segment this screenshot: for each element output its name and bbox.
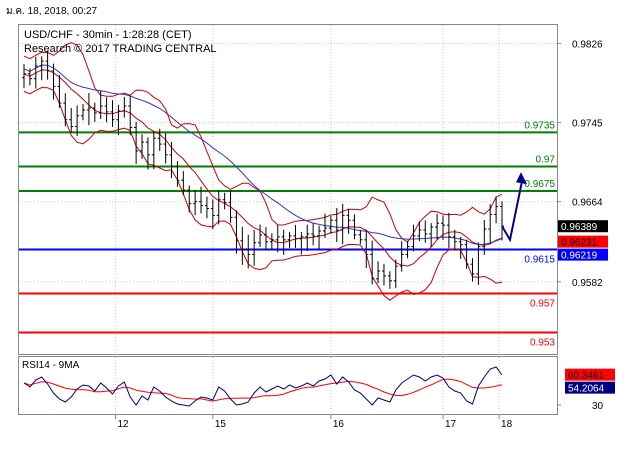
price-tag-box xyxy=(558,220,608,233)
x-tick-label: 12 xyxy=(117,419,129,430)
rsi-ma-line xyxy=(23,378,503,402)
y-tick-label: 0.9582 xyxy=(572,278,603,289)
projection-arrowhead xyxy=(516,172,527,185)
bollinger-upper xyxy=(23,42,503,243)
main-panel-frame xyxy=(18,24,558,355)
level-label: 0.9675 xyxy=(524,179,555,190)
rsi-label: RSI14 - 9MA xyxy=(22,360,80,371)
rsi-panel-frame xyxy=(18,356,558,415)
projection-line xyxy=(501,181,523,243)
moving-average xyxy=(23,64,503,246)
level-label: 0.957 xyxy=(530,298,555,309)
price-tag-label: 0.96231 xyxy=(561,238,598,249)
projection-arrow xyxy=(501,172,527,243)
x-axis: 12 15 16 17 18 xyxy=(114,414,513,430)
rsi-lines xyxy=(23,366,503,407)
rsi-tag-label: 54.2064 xyxy=(568,384,605,395)
chart-title: USD/CHF - 30min - 1:28:28 (CET) xyxy=(24,29,191,41)
chart-subtitle: Research © 2017 TRADING CENTRAL xyxy=(24,43,217,55)
x-tick-label: 18 xyxy=(501,419,513,430)
y-axis: 0.9826 0.9745 0.9664 0.9582 30 xyxy=(557,40,604,412)
y-tick-label: 0.9745 xyxy=(572,119,603,130)
rsi-line xyxy=(23,366,503,407)
x-tick-label: 17 xyxy=(445,419,457,430)
bollinger-lower xyxy=(23,86,503,301)
price-tag-label: 0.96219 xyxy=(561,251,598,262)
level-label: 0.9615 xyxy=(524,255,555,266)
x-tick-label: 15 xyxy=(215,419,227,430)
x-tick-label: 16 xyxy=(333,419,345,430)
y-tick-label: 0.9826 xyxy=(572,40,603,51)
long-moving-average xyxy=(23,64,503,246)
y-tick-label: 0.9664 xyxy=(572,198,603,209)
support-resistance-levels: 0.9735 0.97 0.9675 0.9615 0.957 0.953 xyxy=(19,120,557,349)
grid xyxy=(19,25,557,414)
level-label: 0.97 xyxy=(536,155,556,166)
price-tag-box xyxy=(558,235,608,248)
timestamp: ม.ค. 18, 2018, 00:27 xyxy=(6,6,98,17)
level-label: 0.953 xyxy=(530,338,555,349)
rsi-y-tick-label: 30 xyxy=(592,401,604,412)
price-tag-label: 0.96389 xyxy=(561,222,598,233)
price-tag-box xyxy=(558,248,608,261)
rsi-tag-label: 60.3461 xyxy=(568,371,605,382)
price-bars xyxy=(22,50,504,289)
level-label: 0.9735 xyxy=(524,120,555,131)
bollinger-bands xyxy=(23,42,503,301)
rsi-tag-box xyxy=(565,368,615,381)
bollinger-middle xyxy=(23,69,503,267)
rsi-tag-box xyxy=(565,381,615,394)
price-tags: 0.96389 0.96231 0.96219 60.3461 54.2064 xyxy=(558,220,615,395)
